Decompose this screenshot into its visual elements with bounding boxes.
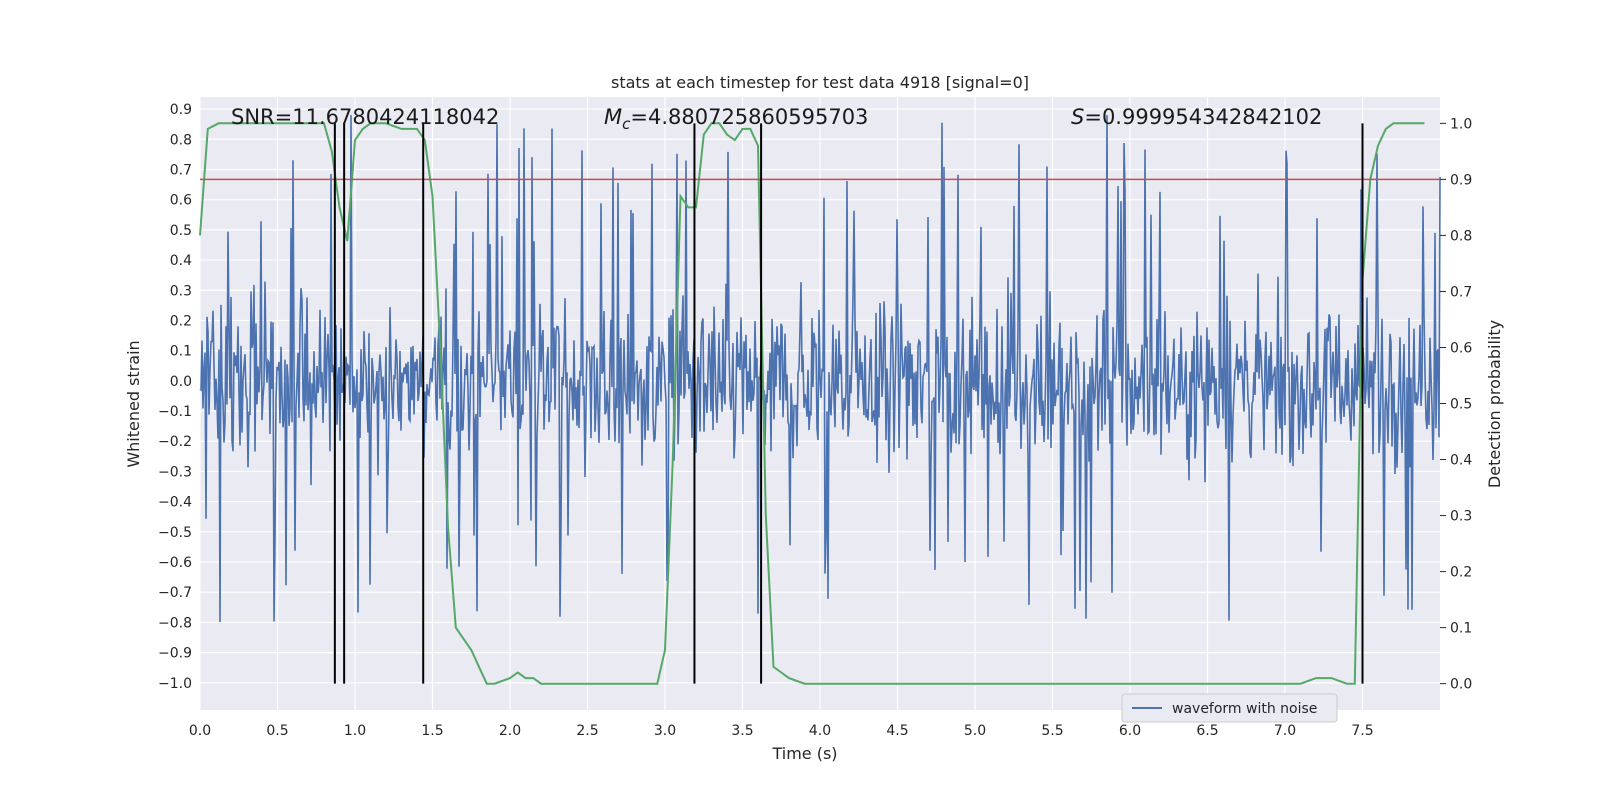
chirp-mass-annotation: Mc=4.880725860595703 — [604, 105, 868, 133]
x-tick-label: 4.0 — [809, 723, 831, 739]
y-tick-label: 0.3 — [170, 283, 192, 299]
x-tick-label: 6.0 — [1119, 723, 1141, 739]
y-axis-ticks: 0.9 0.8 0.7 0.6 0.5 0.4 0.3 0.2 0.1 0.0 −0.1 −0.2 −0… — [158, 102, 192, 692]
y2-tick-label: 0.6 — [1450, 340, 1472, 356]
y2-tick-label: 0.4 — [1450, 453, 1472, 469]
y2-axis-ticks: 1.0 0.9 0.8 0.7 0.6 0.5 0.4 0.3 0.2 0.1 0.0 — [1440, 116, 1472, 693]
s-symbol: S — [1071, 105, 1084, 129]
y-tick-label: −0.2 — [158, 434, 192, 450]
y2-tick-label: 0.3 — [1450, 509, 1472, 525]
y-tick-label: −0.9 — [158, 646, 192, 662]
x-tick-label: 5.5 — [1041, 723, 1063, 739]
chart-title: stats at each timestep for test data 491… — [611, 73, 1029, 92]
y2-tick-label: 0.5 — [1450, 397, 1472, 413]
y-tick-label: −0.1 — [158, 404, 192, 420]
y-tick-label: −0.7 — [158, 585, 192, 601]
x-tick-label: 7.5 — [1351, 723, 1373, 739]
x-tick-label: 5.0 — [964, 723, 986, 739]
y-tick-label: −0.3 — [158, 464, 192, 480]
legend-label-waveform: waveform with noise — [1172, 701, 1317, 717]
x-tick-label: 3.5 — [731, 723, 753, 739]
y2-tick-label: 0.1 — [1450, 621, 1472, 637]
s-value: =0.999954342842102 — [1084, 105, 1322, 129]
y2-tick-label: 0.0 — [1450, 677, 1472, 693]
mc-symbol: M — [604, 105, 622, 129]
strain-waveform-line — [199, 115, 1441, 623]
x-tick-label: 1.5 — [421, 723, 443, 739]
x-tick-label: 1.0 — [344, 723, 366, 739]
y-tick-label: 0.2 — [170, 313, 192, 329]
y-tick-label: −0.8 — [158, 615, 192, 631]
y-tick-label: 0.6 — [170, 193, 192, 209]
x-tick-label: 4.5 — [886, 723, 908, 739]
x-axis-ticks: 0.0 0.5 1.0 1.5 2.0 2.5 3.0 3.5 4.0 4.5 5.0 5.5 6.0 6… — [189, 723, 1374, 739]
y-tick-label: 0.0 — [170, 374, 192, 390]
probability-series — [199, 122, 1425, 685]
y2-tick-label: 0.7 — [1450, 284, 1472, 300]
y2-tick-label: 0.2 — [1450, 565, 1472, 581]
mc-value: =4.880725860595703 — [630, 105, 868, 129]
x-tick-label: 0.5 — [266, 723, 288, 739]
legend-box — [1121, 693, 1338, 723]
y-tick-label: 0.7 — [170, 162, 192, 178]
y2-tick-label: 0.9 — [1450, 172, 1472, 188]
event-lines — [333, 123, 1364, 684]
x-tick-label: 3.0 — [654, 723, 676, 739]
y-tick-label: 0.5 — [170, 223, 192, 239]
y-tick-label: −0.6 — [158, 555, 192, 571]
x-tick-label: 2.5 — [576, 723, 598, 739]
y-tick-label: 0.1 — [170, 344, 192, 360]
y-tick-label: −1.0 — [158, 676, 192, 692]
y-tick-label: 0.4 — [170, 253, 192, 269]
x-tick-label: 7.0 — [1274, 723, 1296, 739]
y-tick-label: 0.8 — [170, 132, 192, 148]
mc-subscript: c — [622, 115, 631, 133]
x-axis-label: Time (s) — [771, 744, 837, 763]
x-tick-label: 0.0 — [189, 723, 211, 739]
snr-annotation: SNR=11.6780424118042 — [231, 105, 499, 129]
y2-tick-label: 0.8 — [1450, 228, 1472, 244]
y-axis-label: Whitened strain — [124, 340, 143, 467]
y-tick-label: −0.4 — [158, 495, 192, 511]
x-tick-label: 6.5 — [1196, 723, 1218, 739]
x-tick-label: 2.0 — [499, 723, 521, 739]
y2-axis-label: Detection probability — [1485, 320, 1504, 488]
strain-series — [199, 115, 1441, 623]
y-tick-label: 0.9 — [170, 102, 192, 118]
y2-tick-label: 1.0 — [1450, 116, 1472, 132]
s-annotation: S=0.999954342842102 — [1071, 105, 1322, 129]
y-tick-label: −0.5 — [158, 525, 192, 541]
legend: waveform with noise — [1121, 693, 1338, 723]
detection-probability-line — [199, 122, 1425, 685]
